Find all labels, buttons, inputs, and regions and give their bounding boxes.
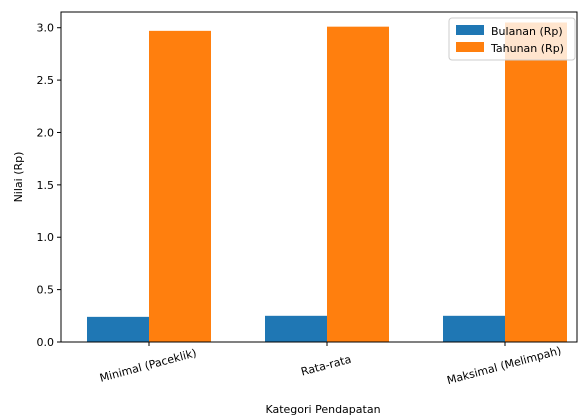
- legend-label: Bulanan (Rp): [491, 25, 563, 38]
- y-tick-label: 3.0: [37, 22, 55, 35]
- bars-layer: [87, 22, 567, 343]
- bar-bulanan-2: [265, 315, 327, 342]
- y-axis: 0.0 0.5 1.0 1.5 2.0 2.5 3.0: [37, 22, 61, 349]
- y-tick-label: 0.5: [37, 284, 55, 297]
- y-tick-label: 2.0: [37, 126, 55, 139]
- bar-tahunan-2: [327, 26, 389, 343]
- plot-frame: [60, 11, 578, 343]
- legend: Bulanan (Rp) Tahunan (Rp): [448, 17, 576, 61]
- bar-bulanan-3: [443, 315, 505, 342]
- legend-label: Tahunan (Rp): [490, 42, 564, 55]
- y-axis-title: Nilai (Rp): [12, 152, 25, 203]
- bar-tahunan-3: [505, 22, 567, 342]
- bar-tahunan-1: [149, 30, 211, 342]
- x-axis-title: Kategori Pendapatan: [265, 403, 380, 416]
- y-tick-label: 1.5: [37, 179, 55, 192]
- bar-bulanan-1: [87, 316, 149, 342]
- legend-swatch: [456, 25, 484, 35]
- x-tick-label: Maksimal (Melimpah): [446, 344, 563, 387]
- y-tick-label: 2.5: [37, 74, 55, 87]
- y-tick-label: 0.0: [37, 336, 55, 349]
- x-tick-label: Rata-rata: [300, 353, 353, 379]
- x-tick-label: Minimal (Paceklik): [98, 346, 198, 384]
- x-axis: Minimal (Paceklik) Rata-rata Maksimal (Mel…: [98, 342, 563, 387]
- legend-swatch: [456, 42, 484, 52]
- y-tick-label: 1.0: [37, 231, 55, 244]
